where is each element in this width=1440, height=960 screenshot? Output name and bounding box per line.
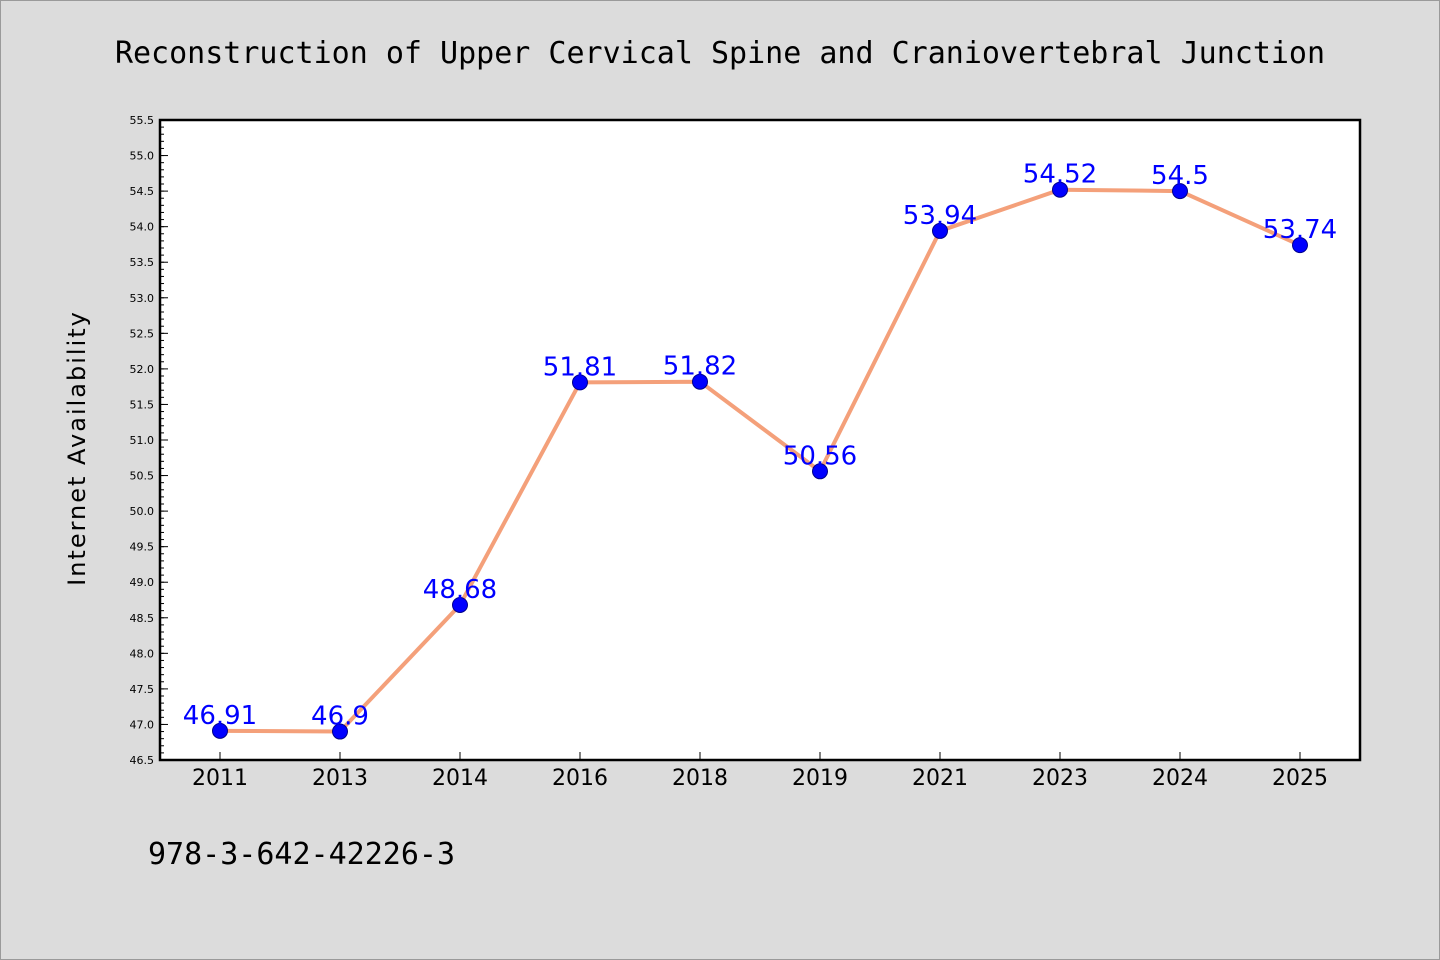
x-tick-label: 2013	[312, 766, 368, 791]
data-label: 46.91	[183, 701, 257, 731]
y-tick-label: 47.5	[130, 683, 155, 696]
y-tick-label: 47.0	[130, 718, 155, 731]
y-tick-label: 55.5	[130, 114, 155, 127]
y-tick-label: 48.0	[130, 647, 155, 660]
data-label: 51.81	[543, 352, 617, 382]
y-tick-label: 53.5	[130, 256, 155, 269]
series-line	[219, 187, 1301, 734]
data-label: 46.9	[311, 702, 369, 732]
y-tick-label: 54.0	[130, 221, 155, 234]
footer-isbn: 978-3-642-42226-3	[148, 837, 455, 872]
x-tick-label: 2023	[1032, 766, 1088, 791]
y-axis-tick-labels: 46.5 47.0 47.5 48.0 48.5 49.0 49.5 50.0 50.5 51.0…	[130, 114, 155, 767]
x-tick-label: 2021	[912, 766, 968, 791]
y-tick-label: 52.0	[130, 363, 155, 376]
y-tick-label: 55.0	[130, 150, 155, 163]
x-tick-label: 2019	[792, 766, 848, 791]
data-point	[572, 374, 588, 391]
y-axis-label: Internet Availability	[63, 310, 91, 586]
data-point	[692, 373, 708, 390]
data-point	[212, 722, 228, 739]
data-series	[212, 181, 1308, 740]
y-tick-label: 52.5	[130, 327, 155, 340]
data-label: 48.68	[423, 575, 497, 605]
x-tick-label: 2014	[432, 766, 488, 791]
axis-ticks	[160, 119, 1301, 761]
y-tick-label: 49.5	[130, 541, 155, 554]
x-tick-label: 2025	[1272, 766, 1328, 791]
x-tick-label: 2011	[192, 766, 248, 791]
x-tick-label: 2016	[552, 766, 608, 791]
data-label: 54.5	[1151, 161, 1209, 191]
data-point	[332, 723, 348, 740]
y-tick-label: 49.0	[130, 576, 155, 589]
y-tick-label: 51.0	[130, 434, 155, 447]
x-tick-label: 2024	[1152, 766, 1208, 791]
x-tick-label: 2018	[672, 766, 728, 791]
y-tick-label: 54.5	[130, 185, 155, 198]
y-tick-label: 50.0	[130, 505, 155, 518]
data-point	[452, 596, 468, 613]
data-label: 53.74	[1263, 215, 1337, 245]
data-point	[932, 222, 948, 239]
y-tick-label: 51.5	[130, 398, 155, 411]
x-axis-tick-labels: 2011 2013 2014 2016 2018 2019 2021 2023 2024 2025	[192, 766, 1328, 791]
data-labels: 46.91 46.9 48.68 51.81 51.82 50.56 53.94 54.52 5…	[183, 160, 1337, 732]
data-label: 50.56	[783, 441, 857, 471]
data-point	[1292, 237, 1308, 254]
y-tick-label: 50.5	[130, 470, 155, 483]
y-tick-label: 53.0	[130, 292, 155, 305]
data-point	[812, 463, 828, 480]
chart-title: Reconstruction of Upper Cervical Spine a…	[115, 36, 1325, 71]
data-label: 54.52	[1023, 160, 1097, 190]
data-label: 51.82	[663, 352, 737, 382]
y-tick-label: 46.5	[130, 754, 155, 767]
data-point	[1052, 181, 1068, 198]
data-point	[1172, 183, 1188, 200]
data-label: 53.94	[903, 201, 977, 231]
plot-area	[158, 118, 1362, 762]
y-tick-label: 48.5	[130, 612, 155, 625]
